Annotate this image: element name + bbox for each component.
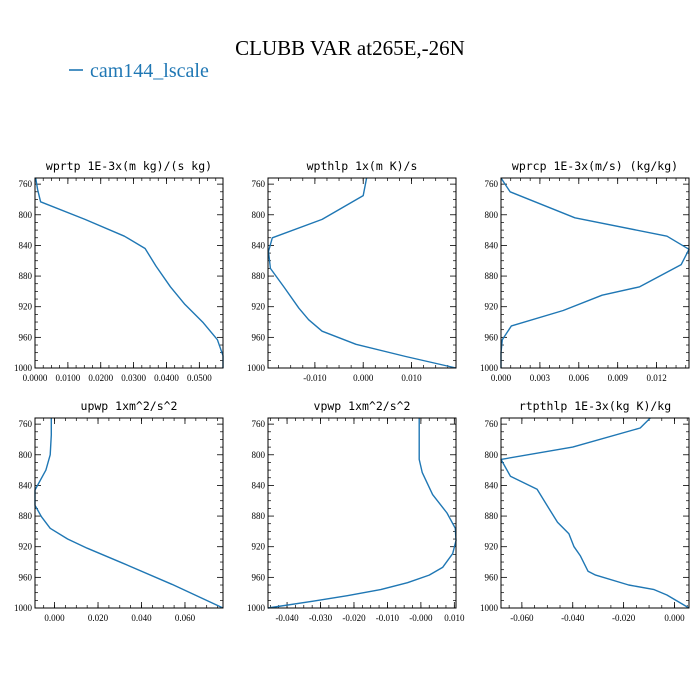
y-tick-label: 960 <box>485 332 499 342</box>
panel-5: vpwp 1xm^2/s^2 760 800 840 880 920 960 1000 -0.0… <box>247 399 465 623</box>
y-tick-label: 800 <box>485 210 499 220</box>
panel-3: wprcp 1E-3x(m/s) (kg/kg) 760 800 840 880 920 9… <box>480 159 690 383</box>
panel-title: vpwp 1xm^2/s^2 <box>314 399 411 413</box>
y-tick-label: 880 <box>19 511 33 521</box>
y-tick-label: 920 <box>252 302 266 312</box>
y-tick-label: 1000 <box>247 603 266 613</box>
x-tick-label: 0.009 <box>608 373 629 383</box>
x-tick-label: -0.000 <box>409 613 433 623</box>
plot-frame <box>267 417 457 609</box>
y-tick-label: 760 <box>485 419 499 429</box>
x-tick-label: 0.012 <box>646 373 666 383</box>
y-tick-label: 880 <box>252 511 266 521</box>
y-tick-label: 960 <box>19 332 33 342</box>
panel-4: upwp 1xm^2/s^2 760 800 840 880 920 960 1000 0.00… <box>14 399 224 623</box>
series-line <box>35 177 224 368</box>
x-tick-label: 0.0500 <box>187 373 212 383</box>
panel-title: upwp 1xm^2/s^2 <box>81 399 178 413</box>
y-tick-label: 800 <box>19 450 33 460</box>
y-tick-label: 880 <box>485 511 499 521</box>
y-tick-label: 800 <box>19 210 33 220</box>
y-tick-label: 1000 <box>14 363 33 373</box>
panel-grid: wprtp 1E-3x(m kg)/(s kg) 760 800 840 880 920 9… <box>14 159 690 623</box>
y-tick-label: 920 <box>252 542 266 552</box>
legend-label: cam144_lscale <box>90 60 209 82</box>
x-tick-label: -0.020 <box>612 613 636 623</box>
y-tick-label: 1000 <box>14 603 33 613</box>
y-tick-label: 880 <box>252 271 266 281</box>
x-tick-label: 0.000 <box>44 613 65 623</box>
y-tick-label: 1000 <box>247 363 266 373</box>
plot-frame <box>34 417 224 609</box>
y-tick-label: 840 <box>485 480 499 490</box>
y-tick-label: 800 <box>252 210 266 220</box>
x-tick-label: 0.010 <box>401 373 422 383</box>
y-tick-label: 880 <box>485 271 499 281</box>
y-tick-label: 800 <box>485 450 499 460</box>
series-line <box>267 418 457 609</box>
x-tick-label: 0.020 <box>88 613 109 623</box>
y-tick-label: 840 <box>252 240 266 250</box>
x-tick-label: 0.0000 <box>23 373 48 383</box>
x-tick-label: -0.030 <box>309 613 333 623</box>
x-tick-label: -0.040 <box>275 613 299 623</box>
panel-title: wpthlp 1x(m K)/s <box>307 159 418 173</box>
panel-title: wprcp 1E-3x(m/s) (kg/kg) <box>512 159 678 173</box>
series-line <box>500 417 690 609</box>
y-tick-label: 840 <box>19 240 33 250</box>
y-tick-label: 840 <box>19 480 33 490</box>
panel-2: wpthlp 1x(m K)/s 760 800 840 880 920 960 1000 -0… <box>247 159 457 383</box>
x-tick-label: -0.010 <box>376 613 400 623</box>
x-tick-label: 0.010 <box>444 613 465 623</box>
panel-title: wprtp 1E-3x(m kg)/(s kg) <box>46 159 212 173</box>
plot-frame <box>267 177 457 369</box>
figure-title: CLUBB VAR at265E,-26N <box>235 36 465 60</box>
x-tick-label: 0.0400 <box>154 373 179 383</box>
y-tick-label: 920 <box>485 542 499 552</box>
y-tick-label: 960 <box>485 572 499 582</box>
y-tick-label: 800 <box>252 450 266 460</box>
x-tick-label: 0.000 <box>664 613 685 623</box>
y-tick-label: 840 <box>252 480 266 490</box>
plot-frame <box>500 177 690 369</box>
y-tick-label: 840 <box>485 240 499 250</box>
series-line <box>34 418 224 609</box>
x-tick-label: 0.0300 <box>121 373 146 383</box>
y-tick-label: 920 <box>19 302 33 312</box>
y-tick-label: 760 <box>252 179 266 189</box>
y-tick-label: 920 <box>485 302 499 312</box>
x-tick-label: 0.0100 <box>55 373 80 383</box>
y-tick-label: 880 <box>19 271 33 281</box>
y-tick-label: 1000 <box>480 603 499 613</box>
x-tick-label: 0.003 <box>530 373 551 383</box>
x-tick-label: 0.060 <box>175 613 196 623</box>
x-tick-label: 0.040 <box>131 613 152 623</box>
y-tick-label: 1000 <box>480 363 499 373</box>
panel-6: rtpthlp 1E-3x(kg K)/kg 760 800 840 880 920 960… <box>480 399 690 623</box>
series-line <box>500 177 690 368</box>
y-tick-label: 960 <box>252 572 266 582</box>
y-tick-label: 960 <box>252 332 266 342</box>
plot-frame <box>34 177 224 369</box>
panel-title: rtpthlp 1E-3x(kg K)/kg <box>519 399 671 413</box>
y-tick-label: 760 <box>252 419 266 429</box>
series-line <box>267 177 457 369</box>
y-tick-label: 760 <box>19 179 33 189</box>
plot-frame <box>500 417 690 609</box>
y-tick-label: 760 <box>485 179 499 189</box>
x-tick-label: -0.040 <box>561 613 585 623</box>
panel-1: wprtp 1E-3x(m kg)/(s kg) 760 800 840 880 920 9… <box>14 159 224 383</box>
x-tick-label: 0.000 <box>353 373 374 383</box>
x-tick-label: 0.0200 <box>88 373 113 383</box>
y-tick-label: 760 <box>19 419 33 429</box>
x-tick-label: -0.060 <box>510 613 534 623</box>
y-tick-label: 960 <box>19 572 33 582</box>
x-tick-label: 0.006 <box>569 373 590 383</box>
x-tick-label: -0.010 <box>303 373 327 383</box>
x-tick-label: -0.020 <box>342 613 366 623</box>
legend: cam144_lscale <box>69 60 209 82</box>
y-tick-label: 920 <box>19 542 33 552</box>
x-tick-label: 0.000 <box>491 373 512 383</box>
